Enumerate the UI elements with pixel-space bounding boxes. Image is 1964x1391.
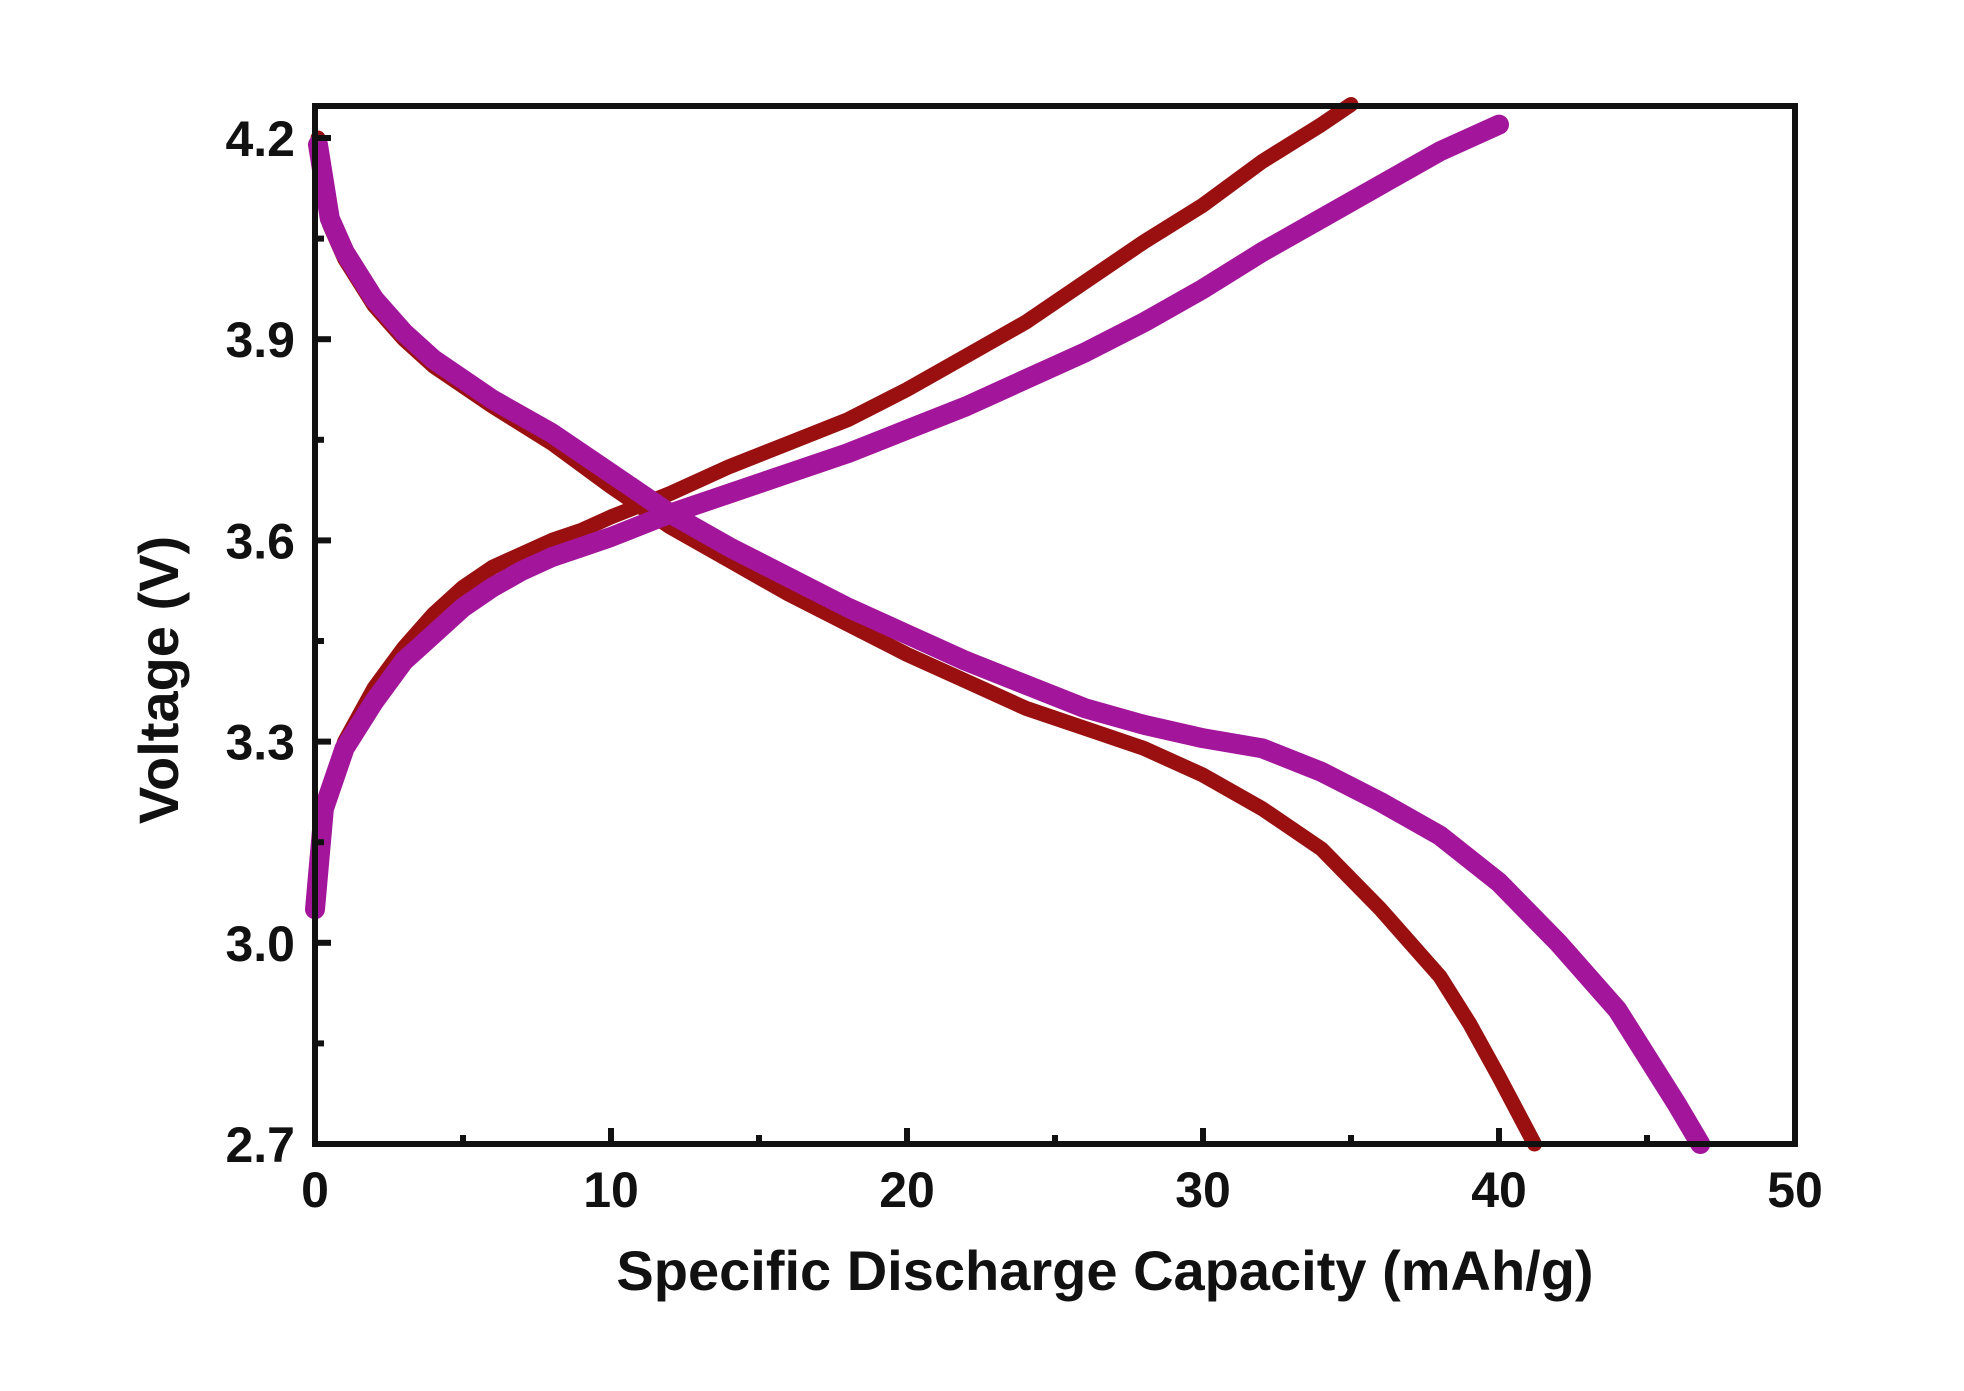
- x-tick-label: 40: [1471, 1162, 1527, 1218]
- y-tick-label: 3.0: [225, 916, 295, 972]
- tick-layer: 0 10 20 30 40 50 2.7 3.0 3.3 3.6 3.9 4.2: [225, 111, 1822, 1218]
- x-tick-label: 30: [1175, 1162, 1231, 1218]
- x-tick-label: 0: [301, 1162, 329, 1218]
- x-tick-label: 50: [1767, 1162, 1823, 1218]
- x-tick-label: 10: [583, 1162, 639, 1218]
- y-tick-label: 3.9: [225, 312, 295, 368]
- x-tick-label: 20: [879, 1162, 935, 1218]
- y-tick-label: 2.7: [225, 1117, 295, 1173]
- series-line-3: [308, 134, 1711, 1154]
- y-axis-title: Voltage (V): [127, 536, 190, 824]
- x-axis-title: Specific Discharge Capacity (mAh/g): [616, 1239, 1593, 1302]
- series-line-2: [305, 114, 1509, 920]
- series-layer: [305, 97, 1711, 1154]
- y-tick-label: 4.2: [225, 111, 295, 167]
- y-tick-label: 3.3: [225, 715, 295, 771]
- y-tick-label: 3.6: [225, 513, 295, 569]
- plot-frame: [312, 103, 1798, 1147]
